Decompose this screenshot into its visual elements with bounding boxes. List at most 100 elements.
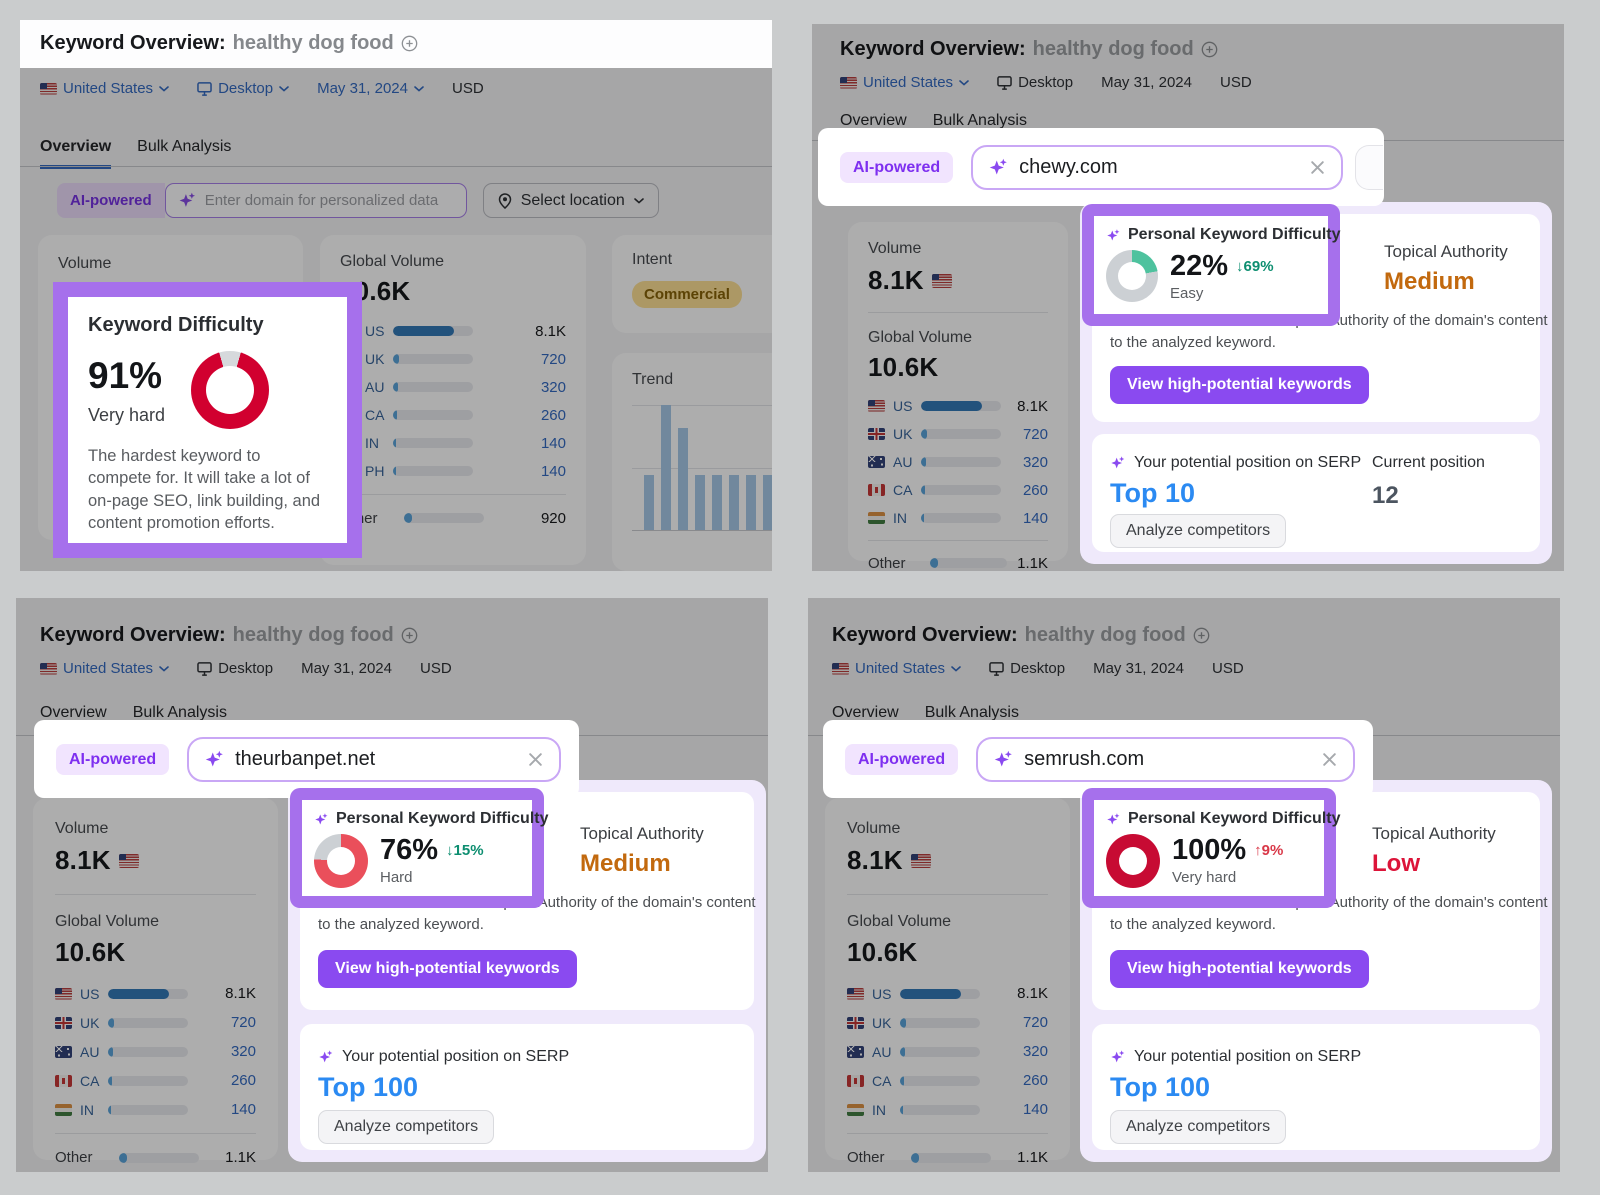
add-keyword-icon[interactable] xyxy=(401,35,418,52)
date-filter[interactable]: May 31, 2024 xyxy=(317,80,424,97)
ai-sparkle-icon xyxy=(318,1049,334,1065)
in-flag-icon xyxy=(868,512,885,524)
country-value[interactable]: 140 xyxy=(540,434,566,452)
country-value[interactable]: 8.1K xyxy=(1017,397,1048,415)
country-value[interactable]: 260 xyxy=(540,406,566,424)
country-value[interactable]: 260 xyxy=(1022,481,1048,499)
clear-input-icon[interactable] xyxy=(1321,751,1338,768)
keyword-text: healthy dog food xyxy=(1024,624,1186,646)
domain-input[interactable] xyxy=(204,192,454,209)
country-code[interactable]: UK xyxy=(872,1014,892,1031)
chevron-down-icon xyxy=(951,665,961,672)
view-high-potential-keywords-button[interactable]: View high-potential keywords xyxy=(1110,950,1369,988)
tab-overview[interactable]: Overview xyxy=(840,112,907,129)
date-filter[interactable]: May 31, 2024 xyxy=(301,660,392,677)
tab-bulk-analysis[interactable]: Bulk Analysis xyxy=(924,704,1019,721)
country-code[interactable]: US xyxy=(893,398,913,414)
country-code[interactable]: UK xyxy=(365,351,385,367)
country-value[interactable]: 140 xyxy=(540,462,566,480)
country-code[interactable]: IN xyxy=(893,510,907,526)
date-filter[interactable]: May 31, 2024 xyxy=(1093,660,1184,677)
country-code[interactable]: PH xyxy=(365,463,385,479)
country-code[interactable]: US xyxy=(365,323,385,339)
add-keyword-icon[interactable] xyxy=(401,627,418,644)
domain-input[interactable] xyxy=(1019,155,1300,179)
uk-flag-icon xyxy=(847,1016,864,1029)
device-filter[interactable]: Desktop xyxy=(997,74,1073,91)
country-code[interactable]: IN xyxy=(365,435,379,451)
country-value[interactable]: 8.1K xyxy=(1017,985,1048,1002)
device-filter[interactable]: Desktop xyxy=(989,660,1065,677)
page-title: Keyword Overview: xyxy=(840,38,1026,60)
country-value[interactable]: 720 xyxy=(1022,1014,1048,1031)
country-filter[interactable]: United States xyxy=(840,74,969,91)
volume-label: Volume xyxy=(868,240,922,257)
country-code[interactable]: AU xyxy=(872,1043,892,1060)
date-filter[interactable]: May 31, 2024 xyxy=(1101,74,1192,91)
volume-bar xyxy=(921,457,1001,467)
country-value[interactable]: 720 xyxy=(540,350,566,368)
country-value[interactable]: 8.1K xyxy=(535,322,566,340)
us-flag-icon xyxy=(55,987,72,1000)
country-code[interactable]: US xyxy=(872,985,892,1002)
domain-input[interactable] xyxy=(235,747,517,771)
chevron-down-icon xyxy=(159,665,169,672)
tab-bulk-analysis[interactable]: Bulk Analysis xyxy=(932,112,1027,129)
country-code[interactable]: UK xyxy=(893,426,913,442)
personal-difficulty-value: 22% xyxy=(1170,250,1229,282)
country-filter[interactable]: United States xyxy=(40,80,169,97)
country-value[interactable]: 720 xyxy=(230,1014,256,1031)
domain-input[interactable] xyxy=(1024,747,1311,771)
country-value[interactable]: 140 xyxy=(230,1101,256,1118)
country-value[interactable]: 320 xyxy=(1022,1043,1048,1060)
country-value[interactable]: 320 xyxy=(540,378,566,396)
current-position-value: 12 xyxy=(1372,482,1399,509)
country-code[interactable]: CA xyxy=(80,1072,100,1089)
tab-overview[interactable]: Overview xyxy=(832,704,899,721)
device-filter[interactable]: Desktop xyxy=(197,80,289,97)
volume-bar xyxy=(108,1104,188,1115)
country-value[interactable]: 140 xyxy=(1022,1101,1048,1118)
view-high-potential-keywords-button[interactable]: View high-potential keywords xyxy=(318,950,577,988)
add-keyword-icon[interactable] xyxy=(1201,41,1218,58)
country-code[interactable]: UK xyxy=(80,1014,100,1031)
analyze-competitors-button[interactable]: Analyze competitors xyxy=(1110,514,1287,548)
keyword-difficulty-value: 91% xyxy=(88,354,163,396)
tab-overview[interactable]: Overview xyxy=(40,704,107,721)
tab-bulk-analysis[interactable]: Bulk Analysis xyxy=(132,704,227,721)
clear-input-icon[interactable] xyxy=(527,751,544,768)
country-code[interactable]: US xyxy=(80,985,100,1002)
country-value[interactable]: 320 xyxy=(230,1043,256,1060)
country-filter[interactable]: United States xyxy=(40,660,169,677)
country-code[interactable]: AU xyxy=(365,379,385,395)
chevron-down-icon xyxy=(279,85,289,92)
add-keyword-icon[interactable] xyxy=(1193,627,1210,644)
country-filter[interactable]: United States xyxy=(832,660,961,677)
volume-label: Volume xyxy=(58,255,112,272)
country-value[interactable]: 140 xyxy=(1022,509,1048,527)
country-value[interactable]: 720 xyxy=(1022,425,1048,443)
volume-bar xyxy=(393,410,473,420)
country-value[interactable]: 8.1K xyxy=(225,985,256,1002)
device-filter[interactable]: Desktop xyxy=(197,660,273,677)
country-code[interactable]: AU xyxy=(893,454,913,470)
country-code[interactable]: IN xyxy=(80,1101,94,1118)
select-location-button[interactable]: Select location xyxy=(482,183,659,218)
domain-input-wrap xyxy=(976,736,1355,782)
country-code[interactable]: CA xyxy=(872,1072,892,1089)
tab-overview[interactable]: Overview xyxy=(40,138,112,169)
tab-bulk-analysis[interactable]: Bulk Analysis xyxy=(137,138,232,155)
analyze-competitors-button[interactable]: Analyze competitors xyxy=(318,1110,495,1144)
country-value[interactable]: 260 xyxy=(1022,1072,1048,1089)
country-value[interactable]: 320 xyxy=(1022,453,1048,471)
country-code[interactable]: CA xyxy=(365,407,385,423)
monitor-icon xyxy=(197,81,212,96)
intent-badge[interactable]: Commercial xyxy=(632,281,742,308)
country-value[interactable]: 260 xyxy=(230,1072,256,1089)
clear-input-icon[interactable] xyxy=(1309,159,1326,176)
analyze-competitors-button[interactable]: Analyze competitors xyxy=(1110,1110,1287,1144)
country-code[interactable]: IN xyxy=(872,1101,886,1118)
view-high-potential-keywords-button[interactable]: View high-potential keywords xyxy=(1110,366,1369,404)
country-code[interactable]: AU xyxy=(80,1043,100,1060)
country-code[interactable]: CA xyxy=(893,482,913,498)
